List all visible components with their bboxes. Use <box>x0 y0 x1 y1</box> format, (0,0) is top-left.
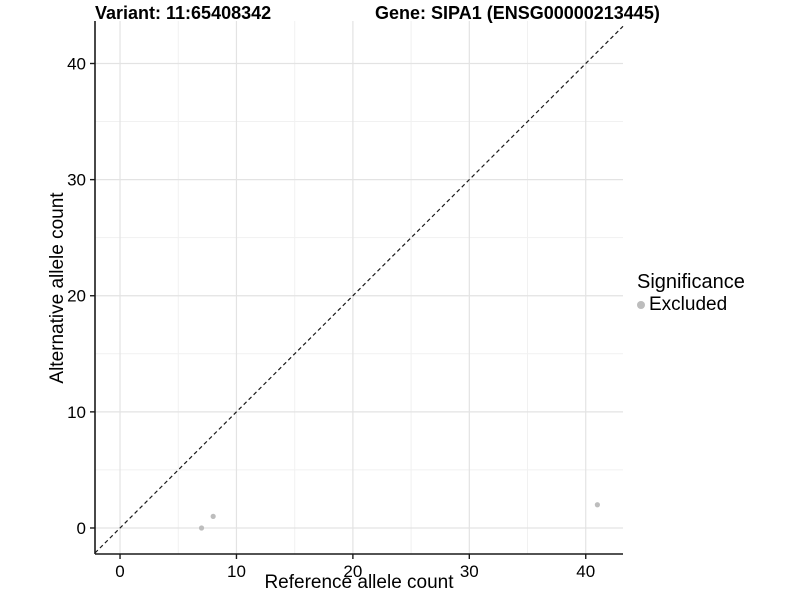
x-axis-title: Reference allele count <box>264 572 454 593</box>
x-tick-label: 30 <box>460 562 479 581</box>
variant-title: Variant: 11:65408342 <box>95 3 272 23</box>
y-tick-label: 40 <box>67 55 86 74</box>
identity-line <box>94 25 624 554</box>
x-tick-label: 20 <box>343 562 362 581</box>
data-point <box>594 502 600 508</box>
x-tick-label: 0 <box>115 562 124 581</box>
gene-title: Gene: SIPA1 (ENSG00000213445) <box>375 3 660 23</box>
data-point <box>198 525 205 531</box>
y-tick-label: 0 <box>77 519 86 538</box>
y-axis-title: Alternative allele count <box>47 192 68 384</box>
y-tick-label: 10 <box>67 403 86 422</box>
data-point <box>210 513 216 519</box>
legend: Significance Excluded <box>637 271 745 315</box>
legend-item-label: Excluded <box>649 294 728 315</box>
excluded-point-swatch <box>637 300 645 309</box>
x-tick-label: 10 <box>227 562 246 581</box>
x-tick-label: 40 <box>576 562 595 581</box>
y-tick-label: 20 <box>67 287 86 306</box>
legend-item-excluded: Excluded <box>637 294 745 315</box>
legend-title: Significance <box>637 271 745 293</box>
y-tick-label: 30 <box>67 171 86 190</box>
